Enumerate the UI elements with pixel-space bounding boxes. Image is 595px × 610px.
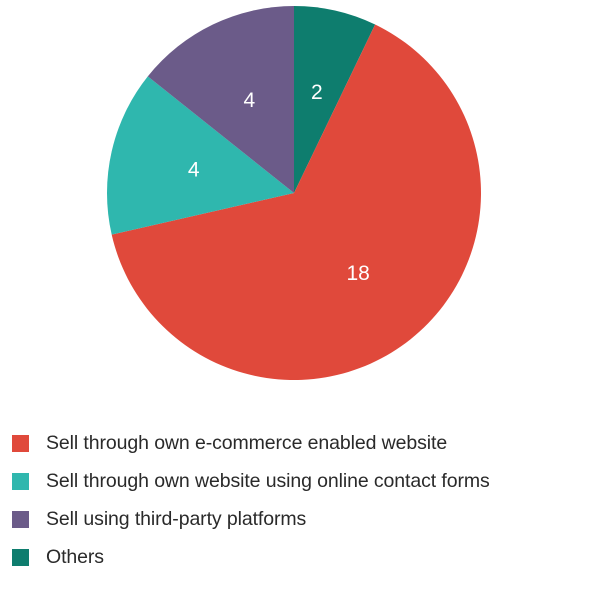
legend-item-ecommerce: Sell through own e-commerce enabled webs… [12, 424, 592, 462]
legend-swatch-ecommerce [12, 434, 29, 452]
legend-swatch-third-party [12, 510, 29, 528]
legend-item-others: Others [12, 538, 592, 576]
legend-item-third-party: Sell using third-party platforms [12, 500, 592, 538]
chart-legend: Sell through own e-commerce enabled webs… [12, 424, 592, 576]
legend-label-third-party: Sell using third-party platforms [46, 507, 307, 530]
legend-swatch-contact-forms [12, 472, 29, 490]
pie-slice-value-label-3: 4 [244, 89, 256, 112]
pie-slice-value-label-0: 2 [311, 81, 323, 104]
pie-slice-0 [294, 6, 376, 193]
pie-slice-3 [147, 6, 294, 193]
pie-slice-1 [111, 24, 482, 381]
legend-item-contact-forms: Sell through own website using online co… [12, 462, 592, 500]
pie-chart: 2 18 4 4 [106, 6, 482, 381]
pie-slice-value-label-1: 18 [346, 262, 369, 285]
legend-label-ecommerce: Sell through own e-commerce enabled webs… [46, 431, 448, 454]
legend-label-others: Others [46, 545, 104, 568]
pie-slice-2 [106, 76, 294, 235]
legend-swatch-others [12, 548, 29, 566]
legend-label-contact-forms: Sell through own website using online co… [46, 469, 490, 492]
pie-slice-value-label-2: 4 [188, 159, 200, 182]
